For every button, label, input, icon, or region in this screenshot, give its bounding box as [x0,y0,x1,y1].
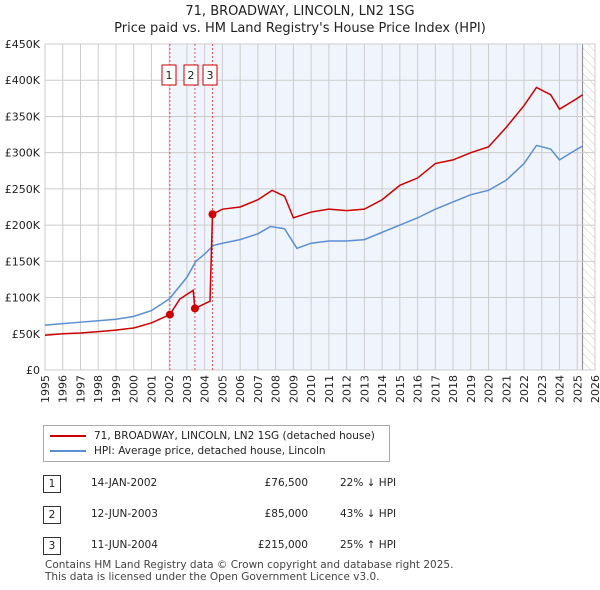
x-tick-label: 2010 [305,375,318,403]
x-tick-label: 2001 [145,375,158,403]
transaction-price: £85,000 [264,508,308,520]
x-tick-label: 2018 [447,375,460,403]
x-tick-label: 2023 [536,375,549,403]
x-tick-label: 2012 [341,375,354,403]
x-tick-label: 1996 [57,375,70,403]
price-chart: 1995 1996 1997 1998 1999 2000 2001 2002 2003 2004… [5,38,600,403]
legend-swatch-blue [50,450,86,452]
x-tick-label: 2003 [181,375,194,403]
x-tick-label: 2004 [199,375,212,403]
x-tick-label: 2009 [287,375,300,403]
legend: 71, BROADWAY, LINCOLN, LN2 1SG (detached… [43,425,390,462]
x-tick-label: 1995 [39,375,52,403]
transaction-number: 2 [43,506,61,524]
transaction-row: 3 11-JUN-2004 £215,000 25% ↑ HPI [43,537,443,555]
sale-point [165,310,174,319]
legend-label: 71, BROADWAY, LINCOLN, LN2 1SG (detached… [94,430,375,442]
legend-swatch-red [50,435,86,437]
x-tick-label: 2019 [465,375,478,403]
x-tick-label: 2007 [252,375,265,403]
transaction-date: 11-JUN-2004 [91,539,158,551]
sale-point [190,304,199,313]
x-tick-label: 2025 [571,375,584,403]
series-line [44,86,584,336]
legend-label: HPI: Average price, detached house, Linc… [94,445,326,457]
legend-item-hpi: HPI: Average price, detached house, Linc… [50,445,326,457]
transaction-row: 1 14-JAN-2002 £76,500 22% ↓ HPI [43,475,443,493]
y-tick-label: £100K [5,292,41,305]
x-tick-label: 2015 [394,375,407,403]
x-tick-label: 2008 [270,375,283,403]
x-tick-label: 2016 [412,375,425,403]
sale-label-box [161,64,177,86]
plot-border [44,43,596,371]
x-tick-label: 2006 [234,375,247,403]
x-tick-label: 1999 [110,375,123,403]
sale-label-box [202,64,218,86]
x-tick-label: 2000 [128,375,141,403]
series-line [44,144,583,326]
footer-line: This data is licensed under the Open Gov… [45,571,380,583]
sale-label: 1 [166,69,173,82]
shaded-region [169,44,583,370]
sale-label-box [183,64,199,86]
y-tick-label: £350K [5,110,41,123]
transaction-row: 2 12-JUN-2003 £85,000 43% ↓ HPI [43,506,443,524]
transaction-date: 12-JUN-2003 [91,508,158,520]
x-tick-label: 2014 [376,375,389,403]
transaction-number: 3 [43,537,61,555]
y-tick-label: £50K [12,328,41,341]
y-tick-label: £250K [5,183,41,196]
footer-line: Contains HM Land Registry data © Crown c… [45,559,454,571]
y-tick-label: £450K [5,38,41,51]
y-tick-label: £0 [26,364,40,377]
x-tick-label: 2017 [429,375,442,403]
x-tick-label: 2013 [358,375,371,403]
y-tick-label: £400K [5,74,41,87]
transaction-number: 1 [43,475,61,493]
x-tick-label: 2026 [589,375,600,403]
x-tick-label: 2002 [163,375,176,403]
transaction-hpi: 25% ↑ HPI [340,539,397,551]
x-tick-label: 2020 [483,375,496,403]
x-tick-label: 2005 [216,375,229,403]
forecast-hatch [582,44,595,370]
transaction-hpi: 22% ↓ HPI [340,477,397,489]
x-tick-label: 2022 [518,375,531,403]
y-tick-label: £150K [5,255,41,268]
transaction-price: £76,500 [264,477,308,489]
x-tick-label: 1997 [74,375,87,403]
chart-title: 71, BROADWAY, LINCOLN, LN2 1SG [185,4,415,19]
x-tick-label: 2024 [554,375,567,403]
sale-point [208,210,217,219]
transaction-hpi: 43% ↓ HPI [340,508,397,520]
chart-subtitle: Price paid vs. HM Land Registry's House … [114,21,486,36]
sale-label: 2 [188,69,195,82]
x-tick-label: 2011 [323,375,336,403]
legend-item-property: 71, BROADWAY, LINCOLN, LN2 1SG (detached… [50,430,375,442]
x-tick-label: 1998 [92,375,105,403]
x-tick-label: 2021 [500,375,513,403]
transaction-price: £215,000 [257,539,308,551]
sale-label: 3 [207,69,214,82]
transaction-date: 14-JAN-2002 [91,477,158,489]
y-tick-label: £300K [5,147,41,160]
y-tick-label: £200K [5,219,41,232]
